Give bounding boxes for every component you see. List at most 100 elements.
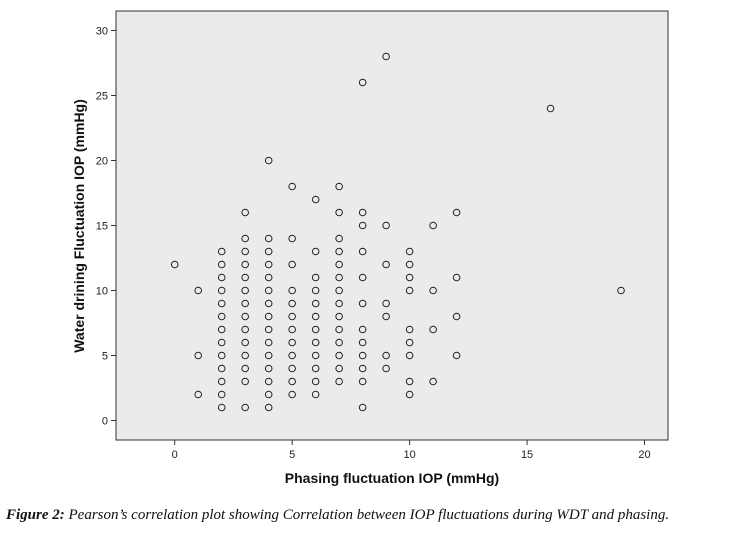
data-point xyxy=(288,299,296,308)
data-point xyxy=(358,403,367,412)
data-point xyxy=(264,351,273,360)
data-point xyxy=(382,299,390,308)
data-point xyxy=(241,299,249,308)
data-point xyxy=(264,312,273,321)
data-point xyxy=(217,260,226,269)
data-point xyxy=(358,273,367,282)
data-point xyxy=(217,247,226,256)
data-point xyxy=(217,338,226,347)
data-point xyxy=(288,351,296,360)
data-point xyxy=(311,247,320,256)
y-tick-label: 15 xyxy=(96,221,108,233)
data-point xyxy=(405,351,414,360)
data-point xyxy=(288,182,296,191)
figure-caption-label: Figure 2: xyxy=(6,507,65,523)
data-point xyxy=(217,325,226,334)
data-point xyxy=(264,286,273,295)
data-point xyxy=(335,299,343,308)
data-point xyxy=(217,377,226,386)
data-point xyxy=(194,390,203,399)
data-point xyxy=(382,52,390,61)
data-point xyxy=(429,221,437,230)
data-point xyxy=(311,351,320,360)
figure-caption: Figure 2: Pearson’s correlation plot sho… xyxy=(6,507,736,524)
data-point xyxy=(335,286,343,295)
data-point xyxy=(264,299,273,308)
data-point xyxy=(311,390,320,399)
data-point xyxy=(335,364,343,373)
data-point xyxy=(288,338,296,347)
data-point xyxy=(358,247,367,256)
data-point xyxy=(335,351,343,360)
x-tick-label: 20 xyxy=(638,449,650,461)
data-point xyxy=(405,390,414,399)
data-point xyxy=(546,104,555,113)
data-point xyxy=(264,403,273,412)
data-point xyxy=(405,247,414,256)
scatter-chart: 0 5 10 15 20 0 5 10 15 20 25 30 Phasing fluctuatio… xyxy=(71,10,669,486)
data-point xyxy=(194,351,203,360)
data-point xyxy=(241,286,249,295)
data-point xyxy=(335,377,343,386)
data-point xyxy=(405,273,414,282)
data-point xyxy=(264,260,273,269)
data-point xyxy=(170,260,179,269)
data-point xyxy=(264,390,273,399)
data-point xyxy=(617,286,625,295)
data-point xyxy=(358,221,367,230)
data-point xyxy=(382,351,390,360)
data-point xyxy=(241,234,249,243)
data-point xyxy=(241,364,249,373)
data-point xyxy=(241,247,249,256)
data-point xyxy=(241,273,249,282)
data-point xyxy=(405,338,414,347)
data-point xyxy=(335,312,343,321)
y-axis: 0 5 10 15 20 25 30 xyxy=(96,26,116,428)
data-point xyxy=(335,182,343,191)
y-tick-label: 0 xyxy=(102,416,108,428)
x-tick-label: 5 xyxy=(289,449,295,461)
data-point xyxy=(311,312,320,321)
x-axis-title: Phasing fluctuation IOP (mmHg) xyxy=(285,470,499,486)
data-point xyxy=(311,364,320,373)
data-point xyxy=(358,299,367,308)
data-point xyxy=(241,312,249,321)
data-point xyxy=(452,273,461,282)
data-point xyxy=(217,403,226,412)
data-point xyxy=(264,377,273,386)
x-tick-label: 15 xyxy=(521,449,533,461)
data-point xyxy=(217,364,226,373)
y-tick-label: 10 xyxy=(96,286,108,298)
data-point xyxy=(335,247,343,256)
data-point xyxy=(335,260,343,269)
data-point xyxy=(452,351,461,360)
data-point xyxy=(288,390,296,399)
data-point xyxy=(335,208,343,217)
figure-caption-text: Pearson’s correlation plot showing Corre… xyxy=(64,507,670,523)
data-point xyxy=(288,234,296,243)
data-point xyxy=(311,377,320,386)
data-point xyxy=(358,78,367,87)
x-tick-label: 0 xyxy=(172,449,178,461)
data-point xyxy=(382,221,390,230)
data-point xyxy=(241,260,249,269)
data-point xyxy=(452,208,461,217)
data-point xyxy=(382,260,390,269)
data-point xyxy=(264,364,273,373)
data-point xyxy=(241,377,249,386)
data-point xyxy=(288,364,296,373)
data-point xyxy=(358,364,367,373)
y-tick-label: 25 xyxy=(96,91,108,103)
data-point xyxy=(358,338,367,347)
plot-area xyxy=(115,10,669,441)
data-point xyxy=(264,273,273,282)
x-tick-label: 10 xyxy=(403,449,415,461)
data-point xyxy=(311,299,320,308)
data-point xyxy=(194,286,203,295)
data-point xyxy=(241,325,249,334)
data-point xyxy=(382,364,390,373)
data-point xyxy=(358,377,367,386)
data-point xyxy=(217,273,226,282)
data-point xyxy=(217,351,226,360)
data-point xyxy=(335,325,343,334)
